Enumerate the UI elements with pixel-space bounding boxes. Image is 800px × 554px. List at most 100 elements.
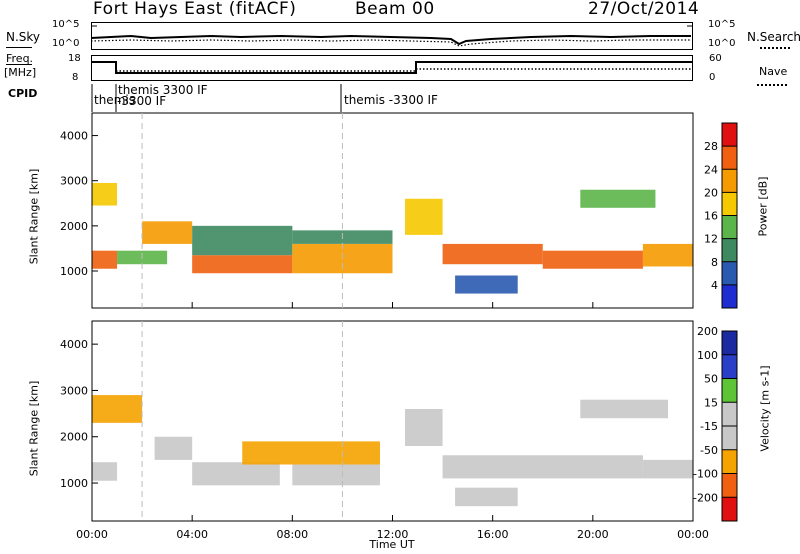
- velocity-region-10: [455, 487, 518, 507]
- power-region-9: [442, 243, 543, 265]
- velocity-region-8: [642, 459, 693, 479]
- velocity-colorbar-segment-5: [722, 378, 737, 403]
- velocity-region-3: [192, 462, 280, 486]
- power-cbtick-label-2: 12: [704, 233, 718, 246]
- cpid-mode-3: themis -3300 IF: [344, 93, 438, 107]
- nsearch-tick-bottom: 10^0: [708, 38, 736, 49]
- velocity-colorbar-segment-6: [722, 354, 737, 379]
- velocity-ytick-label-1: 2000: [60, 431, 88, 444]
- power-region-3: [142, 221, 193, 244]
- velocity-cbtick-label-0: -200: [693, 491, 718, 504]
- velocity-region-4: [242, 441, 380, 465]
- plot-title: Fort Hays East (fitACF): [93, 0, 297, 19]
- velocity-colorbar-segment-1: [722, 473, 737, 498]
- velocity-region-6: [405, 408, 443, 446]
- velocity-colorbar-segment-3: [722, 426, 737, 450]
- velocity-cbtick-label-5: 50: [704, 373, 718, 386]
- noise-panel: [91, 22, 693, 50]
- freq-underline: [6, 64, 32, 65]
- velocity-frame: [91, 320, 694, 522]
- velocity-ylabel: Slant Range [km]: [27, 380, 41, 477]
- xtick-label-0: 00:00: [76, 528, 108, 541]
- xtick-label-5: 20:00: [577, 528, 609, 541]
- power-colorbar-label: Power [dB]: [756, 176, 770, 237]
- noise-panel-frame: [91, 22, 693, 50]
- power-cbtick-label-5: 24: [704, 163, 718, 176]
- power-ytick-label-2: 3000: [60, 175, 88, 188]
- beam-label: Beam 00: [355, 0, 435, 19]
- velocity-region-2: [154, 436, 193, 460]
- cpid-label: CPID: [8, 87, 38, 100]
- power-cbtick-label-1: 8: [711, 256, 718, 269]
- freq-tick-bottom: 8: [72, 72, 79, 83]
- power-region-4: [192, 255, 293, 274]
- power-region-1: [92, 182, 118, 206]
- power-region-10: [542, 250, 643, 269]
- power-region-12: [455, 275, 518, 294]
- nsky-label: N.Sky: [6, 30, 41, 44]
- nsky-tick-bottom: 10^0: [52, 38, 80, 49]
- power-colorbar-segment-4: [722, 192, 737, 216]
- velocity-region-1: [92, 395, 143, 423]
- velocity-region-0: [92, 462, 118, 481]
- velocity-cbtick-label-2: -50: [700, 444, 718, 457]
- nave-label: Nave: [759, 65, 788, 78]
- velocity-region-5: [292, 464, 380, 486]
- power-ytick-label-0: 1000: [60, 265, 88, 278]
- xtick-label-6: 00:00: [677, 528, 709, 541]
- power-colorbar-segment-7: [722, 123, 737, 147]
- xtick-label-3: 12:00: [377, 528, 409, 541]
- velocity-colorbar-segment-2: [722, 449, 737, 474]
- nave-tick-bottom: 0: [709, 72, 716, 83]
- velocity-colorbar-label: Velocity [m s-1]: [758, 365, 772, 452]
- velocity-ytick-label-2: 3000: [60, 384, 88, 397]
- power-colorbar-segment-6: [722, 146, 737, 170]
- power-colorbar-segment-2: [722, 238, 737, 262]
- velocity-colorbar-segment-4: [722, 402, 737, 426]
- velocity-cbtick-label-7: 200: [697, 325, 718, 338]
- velocity-ytick-label-3: 4000: [60, 338, 88, 351]
- velocity-region-7: [442, 455, 643, 479]
- nsky-tick-top: 10^5: [52, 19, 80, 30]
- freq-line: [91, 61, 693, 74]
- date-label: 27/Oct/2014: [588, 0, 700, 19]
- cpid-mode-2a: themis 3300 IF: [118, 83, 208, 97]
- xtick-label-2: 08:00: [276, 528, 308, 541]
- cpid-panel: [91, 84, 342, 112]
- velocity-colorbar-segment-0: [722, 497, 737, 521]
- velocity-ytick-label-0: 1000: [60, 477, 88, 490]
- power-cbtick-label-3: 16: [704, 210, 718, 223]
- power-ytick-label-1: 2000: [60, 220, 88, 233]
- power-colorbar-segment-3: [722, 215, 737, 239]
- freq-panel: [91, 55, 693, 81]
- freq-label: Freq.: [6, 52, 34, 65]
- power-region-5: [192, 225, 293, 256]
- power-frame: [91, 112, 694, 309]
- nave-dotted-key: [757, 84, 787, 86]
- velocity-region-9: [580, 399, 668, 419]
- power-region-11: [642, 243, 693, 267]
- nave-line: [116, 68, 693, 72]
- nsearch-dotted-key: [760, 47, 790, 49]
- power-colorbar-segment-0: [722, 284, 737, 308]
- freq-panel-frame: [91, 55, 693, 81]
- power-cbtick-label-0: 4: [711, 279, 718, 292]
- xtick-label-4: 16:00: [477, 528, 509, 541]
- freq-unit: [MHz]: [4, 66, 37, 79]
- nsky-underline: [6, 47, 32, 48]
- freq-tick-top: 18: [68, 53, 81, 64]
- power-region-0: [92, 250, 118, 269]
- nsearch-label: N.Search: [747, 30, 800, 44]
- power-cbtick-label-6: 28: [704, 140, 718, 153]
- cpid-mode-2b: -3300 IF: [117, 94, 167, 108]
- xtick-label-1: 04:00: [176, 528, 208, 541]
- power-region-13: [580, 189, 656, 208]
- nsky-line: [91, 34, 691, 46]
- velocity-cbtick-label-4: 15: [704, 396, 718, 409]
- velocity-cbtick-label-3: -15: [700, 420, 718, 433]
- power-cbtick-label-4: 20: [704, 186, 718, 199]
- velocity-cbtick-label-6: 100: [697, 349, 718, 362]
- xlabel: Time UT: [369, 538, 415, 551]
- power-colorbar-segment-5: [722, 169, 737, 193]
